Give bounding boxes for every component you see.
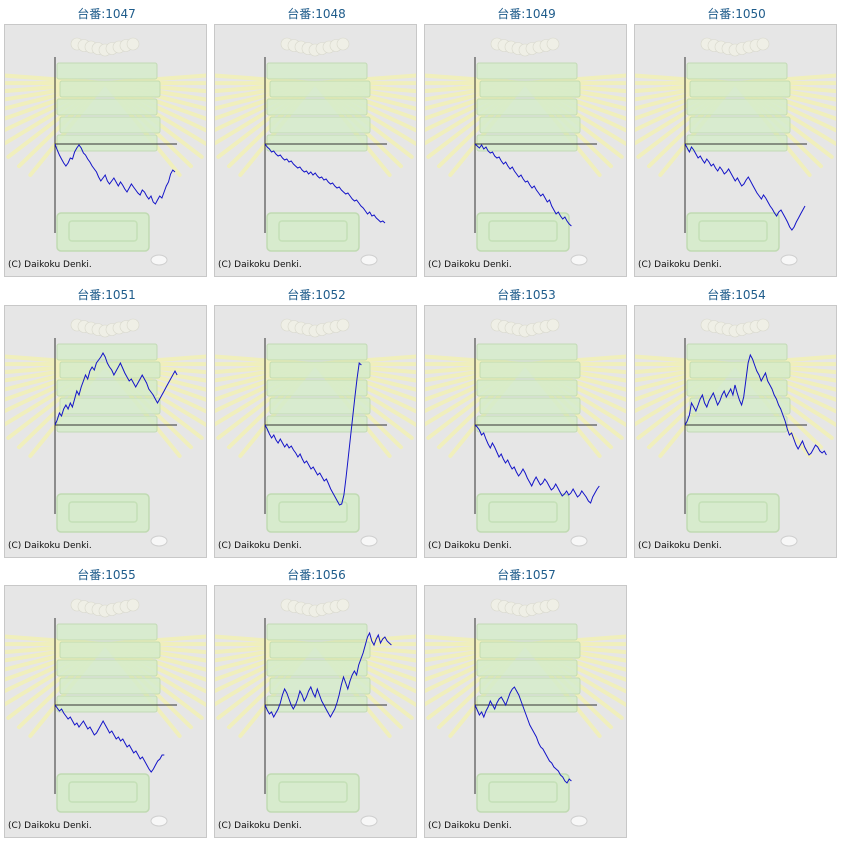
chart-svg — [5, 318, 206, 547]
chart-svg — [635, 318, 836, 547]
copyright-text: (C) Daikoku Denki. — [638, 260, 722, 270]
series-line — [684, 143, 806, 231]
background-illustration — [215, 318, 416, 547]
chart-cell: 台番:1057 (C) Daikoku Denki. — [424, 568, 629, 838]
background-illustration — [5, 318, 206, 547]
background-illustration — [215, 37, 416, 266]
chart-svg — [215, 37, 416, 266]
chart-svg — [425, 598, 626, 827]
chart-cell: 台番:1048 (C) Daikoku Denki. — [214, 7, 419, 277]
copyright-text: (C) Daikoku Denki. — [8, 260, 92, 270]
chart-title-link[interactable]: 台番:1047 — [77, 7, 136, 21]
chart-svg — [215, 598, 416, 827]
series-line — [264, 631, 392, 719]
series-line — [54, 704, 165, 773]
series-line — [264, 361, 362, 506]
chart-svg — [425, 37, 626, 266]
chart-panel[interactable]: (C) Daikoku Denki. — [634, 305, 837, 558]
series-line — [264, 143, 386, 224]
chart-panel[interactable]: (C) Daikoku Denki. — [4, 24, 207, 277]
chart-panel[interactable]: (C) Daikoku Denki. — [214, 585, 417, 838]
background-illustration — [5, 598, 206, 827]
chart-cell: 台番:1049 (C) Daikoku Denki. — [424, 7, 629, 277]
chart-cell: 台番:1050 (C) Daikoku Denki. — [634, 7, 839, 277]
chart-cell: 台番:1055 (C) Daikoku Denki. — [4, 568, 209, 838]
background-illustration — [425, 37, 626, 266]
copyright-text: (C) Daikoku Denki. — [428, 260, 512, 270]
background-illustration — [425, 598, 626, 827]
copyright-text: (C) Daikoku Denki. — [8, 541, 92, 551]
chart-panel[interactable]: (C) Daikoku Denki. — [634, 24, 837, 277]
chart-cell: 台番:1052 (C) Daikoku Denki. — [214, 288, 419, 558]
chart-cell: 台番:1054 (C) Daikoku Denki. — [634, 288, 839, 558]
chart-svg — [635, 37, 836, 266]
background-illustration — [215, 598, 416, 827]
chart-panel[interactable]: (C) Daikoku Denki. — [214, 305, 417, 558]
chart-title-link[interactable]: 台番:1051 — [77, 288, 136, 302]
chart-cell: 台番:1051 (C) Daikoku Denki. — [4, 288, 209, 558]
chart-title-link[interactable]: 台番:1048 — [287, 7, 346, 21]
chart-cell: 台番:1053 (C) Daikoku Denki. — [424, 288, 629, 558]
chart-title-link[interactable]: 台番:1049 — [497, 7, 556, 21]
chart-panel[interactable]: (C) Daikoku Denki. — [424, 24, 627, 277]
chart-title-link[interactable]: 台番:1057 — [497, 568, 556, 582]
series-line — [684, 353, 827, 456]
copyright-text: (C) Daikoku Denki. — [638, 541, 722, 551]
background-illustration — [5, 37, 206, 266]
background-illustration — [635, 37, 836, 266]
chart-panel[interactable]: (C) Daikoku Denki. — [214, 24, 417, 277]
series-line — [474, 424, 600, 504]
chart-svg — [425, 318, 626, 547]
chart-title-link[interactable]: 台番:1050 — [707, 7, 766, 21]
chart-cell: 台番:1056 (C) Daikoku Denki. — [214, 568, 419, 838]
series-line — [474, 143, 572, 227]
background-illustration — [425, 318, 626, 547]
chart-svg — [5, 37, 206, 266]
copyright-text: (C) Daikoku Denki. — [218, 821, 302, 831]
chart-title-link[interactable]: 台番:1056 — [287, 568, 346, 582]
chart-title-link[interactable]: 台番:1053 — [497, 288, 556, 302]
copyright-text: (C) Daikoku Denki. — [428, 541, 512, 551]
chart-panel[interactable]: (C) Daikoku Denki. — [4, 585, 207, 838]
chart-panel[interactable]: (C) Daikoku Denki. — [4, 305, 207, 558]
copyright-text: (C) Daikoku Denki. — [428, 821, 512, 831]
chart-cell: 台番:1047 (C) Daikoku Denki. — [4, 7, 209, 277]
series-line — [474, 686, 572, 784]
chart-svg — [5, 598, 206, 827]
copyright-text: (C) Daikoku Denki. — [218, 260, 302, 270]
chart-panel[interactable]: (C) Daikoku Denki. — [424, 305, 627, 558]
chart-title-link[interactable]: 台番:1054 — [707, 288, 766, 302]
chart-panel[interactable]: (C) Daikoku Denki. — [424, 585, 627, 838]
series-line — [54, 351, 178, 426]
background-illustration — [635, 318, 836, 547]
copyright-text: (C) Daikoku Denki. — [218, 541, 302, 551]
chart-title-link[interactable]: 台番:1055 — [77, 568, 136, 582]
copyright-text: (C) Daikoku Denki. — [8, 821, 92, 831]
series-line — [54, 143, 176, 205]
chart-title-link[interactable]: 台番:1052 — [287, 288, 346, 302]
chart-svg — [215, 318, 416, 547]
